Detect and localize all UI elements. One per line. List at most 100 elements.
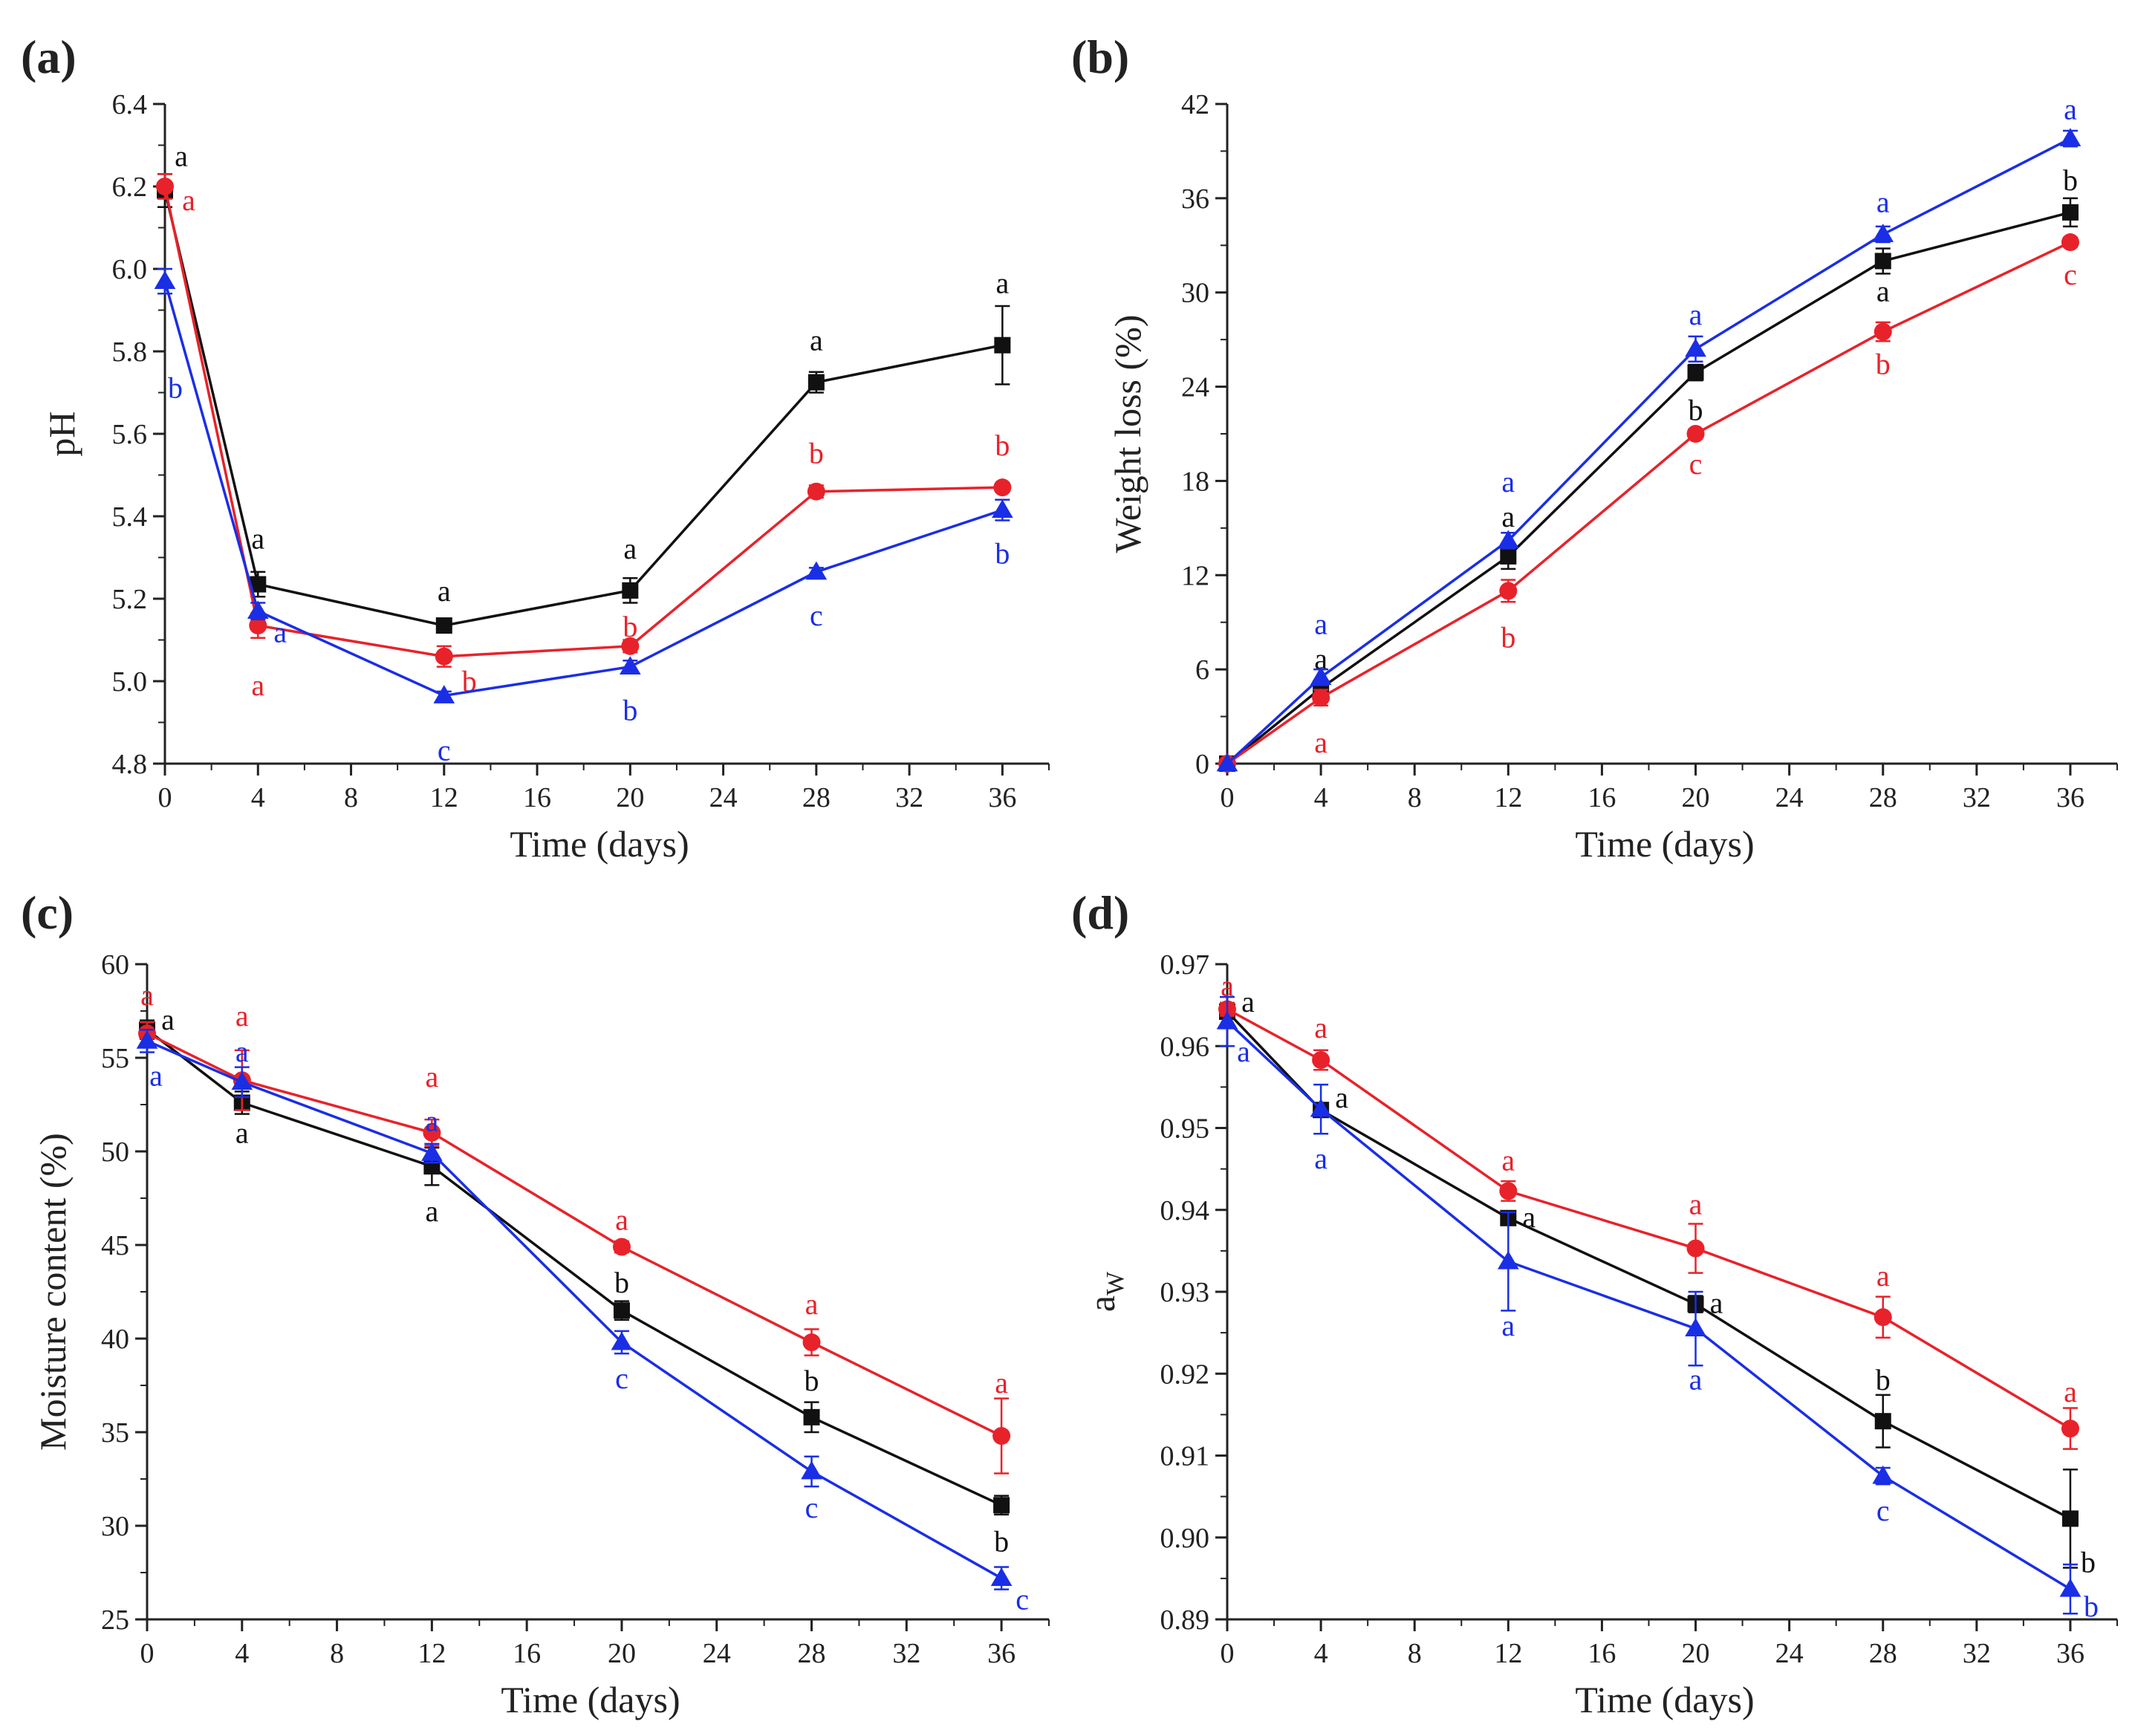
x-tick-label: 0 [158,782,172,813]
x-tick-label: 8 [1408,782,1422,813]
x-tick-label: 12 [1494,1638,1522,1669]
significance-letter: c [615,1362,628,1395]
data-point-square [1500,547,1517,565]
x-tick-label: 32 [1963,782,1991,813]
significance-letter: a [1876,1259,1890,1293]
x-tick-label: 12 [1494,782,1522,813]
x-tick-label: 28 [798,1638,826,1669]
x-tick-label: 32 [892,1638,920,1669]
data-point-triangle [1685,338,1706,357]
significance-letter: a [1314,1011,1328,1044]
data-point-square [2061,1510,2079,1527]
series-blue: b a c b c b [154,267,1013,767]
significance-letter: b [168,371,183,405]
y-tick-label: 6 [1195,654,1209,686]
significance-letter: a [251,522,264,556]
significance-letter: a [1710,1287,1723,1320]
significance-letter: a [623,532,637,565]
y-tick-label: 12 [1181,560,1209,591]
data-point-triangle [433,685,455,703]
y-tick-label: 36 [1181,183,1209,215]
y-tick-label: 40 [101,1324,129,1355]
data-point-triangle [801,1460,822,1480]
data-point-triangle [619,656,641,674]
data-point-circle [993,478,1012,497]
panel-label: (b) [1071,30,1129,83]
x-axis-title: Time (days) [510,823,689,865]
y-tick-label: 0.93 [1160,1277,1210,1308]
significance-letter: a [175,140,188,173]
significance-letter: b [1876,348,1891,381]
significance-letter: a [1689,298,1703,331]
significance-letter: b [623,610,637,643]
data-point-square [1687,364,1704,381]
data-point-triangle [1685,1318,1706,1337]
significance-letter: c [438,733,451,767]
y-tick-label: 0.95 [1160,1114,1210,1145]
data-point-triangle [231,1071,253,1090]
data-point-triangle [1872,1465,1894,1484]
data-point-circle [992,1427,1011,1446]
significance-letter: a [810,324,823,357]
significance-letter: a [235,1116,249,1149]
data-point-circle [1499,582,1518,600]
x-tick-label: 24 [1775,1638,1804,1669]
data-point-circle [1312,689,1330,707]
significance-letter: b [805,1364,819,1397]
data-point-triangle [247,600,269,620]
significance-letter: c [1689,447,1703,481]
significance-letter: a [1221,969,1234,1003]
y-axis-title: pH [41,411,82,456]
x-tick-label: 20 [1682,782,1710,813]
x-tick-label: 4 [1314,1638,1328,1669]
significance-letter: a [182,183,195,217]
y-tick-label: 42 [1181,89,1209,120]
significance-letter: a [1335,1081,1348,1114]
x-tick-label: 24 [709,782,738,813]
x-tick-label: 0 [1221,1638,1235,1669]
x-tick-label: 32 [1963,1638,1991,1669]
significance-letter: b [2084,1590,2099,1623]
y-tick-label: 0 [1195,749,1209,780]
data-point-circle [156,178,174,195]
x-tick-label: 24 [703,1638,731,1669]
x-axis-title: Time (days) [501,1679,680,1720]
data-point-circle [1686,1239,1705,1258]
significance-letter: b [1689,394,1703,427]
y-axis-title-subscript: W [1102,1271,1129,1296]
x-tick-label: 0 [140,1638,155,1669]
y-tick-label: 24 [1181,372,1209,403]
y-tick-label: 55 [101,1043,129,1074]
data-point-circle [1686,425,1705,443]
x-tick-label: 12 [430,782,458,813]
data-point-triangle [611,1331,633,1350]
x-axis-title: Time (days) [1575,823,1754,865]
y-tick-label: 0.89 [1160,1605,1210,1636]
data-point-circle [249,617,267,635]
series-line [1226,1020,2071,1590]
significance-letter: a [1314,1142,1328,1175]
data-point-triangle [2059,1578,2082,1597]
significance-letter: a [425,1194,438,1228]
series-line [1226,241,2071,765]
chart-panel-d: 0 4 8 12 16 20 24 28 32 36 0.89 0.90 0.91 0.92 0.93 0.9… [1071,886,2118,1720]
data-point-square [2061,204,2079,221]
data-point-circle [2061,233,2079,252]
chart-panel-b: 0 4 8 12 16 20 24 28 32 36 0 6 12 18 24 30 36 42 (b) Time (… [1071,30,2118,865]
y-tick-label: 0.91 [1160,1441,1210,1472]
significance-letter: b [994,1524,1009,1558]
significance-letter: b [995,537,1010,570]
significance-letter: a [235,1035,249,1068]
significance-letter: a [2064,93,2077,126]
significance-letter: a [995,267,1009,300]
x-tick-label: 28 [1869,782,1897,813]
data-point-circle [612,1238,631,1256]
data-point-triangle [1310,666,1332,686]
data-point-triangle [1216,752,1238,772]
x-tick-label: 16 [523,782,551,813]
data-point-square [1874,253,1891,270]
